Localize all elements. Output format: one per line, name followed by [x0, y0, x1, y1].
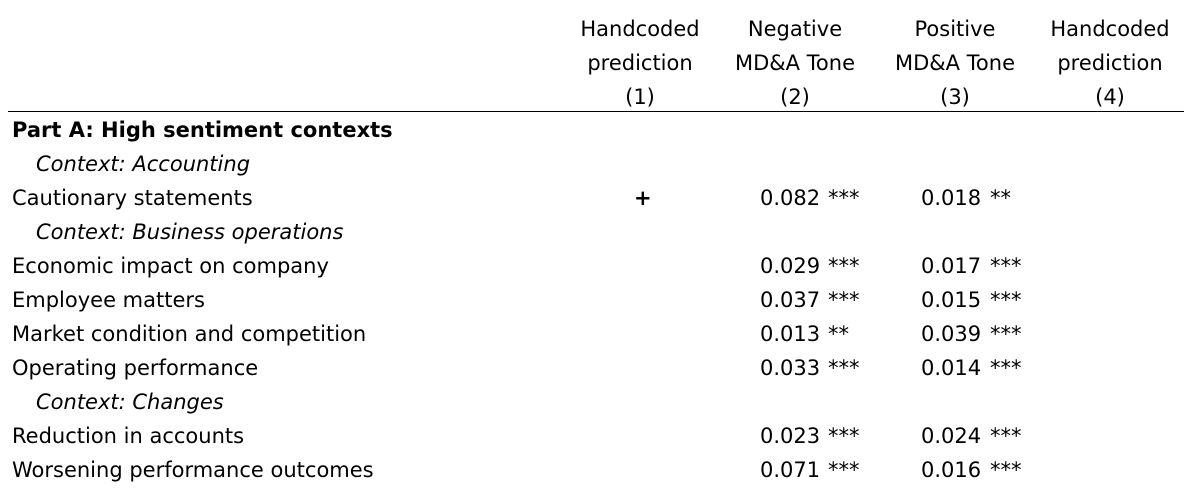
positive-tone-stars: ***: [990, 322, 1022, 346]
column-header-3: Positive MD&A Tone (3): [882, 12, 1028, 114]
negative-tone-stars: ***: [828, 186, 860, 210]
positive-tone-value: 0.015: [921, 288, 982, 312]
positive-tone-stars: **: [990, 186, 1011, 210]
positive-tone-stars: ***: [990, 288, 1022, 312]
row-label: Reduction in accounts: [12, 424, 245, 448]
negative-tone-value: 0.033: [760, 356, 821, 380]
positive-tone-stars: ***: [990, 356, 1022, 380]
negative-tone-stars: ***: [828, 458, 860, 482]
table-row: Market condition and competition 0.013 *…: [0, 317, 1200, 351]
context-label: Context: Accounting: [36, 152, 251, 176]
negative-tone-stars: ***: [828, 424, 860, 448]
column-header-3-line2: MD&A Tone: [894, 51, 1016, 75]
positive-tone-stars: ***: [990, 458, 1022, 482]
table-row: Employee matters 0.037 *** 0.015 ***: [0, 283, 1200, 317]
section-heading-row: Part A: High sentiment contexts: [0, 113, 1200, 147]
positive-tone-value: 0.024: [921, 424, 982, 448]
negative-tone-value: 0.013: [760, 322, 821, 346]
negative-tone-stars: **: [828, 322, 849, 346]
positive-tone-value: 0.039: [921, 322, 982, 346]
negative-tone-stars: ***: [828, 254, 860, 278]
table-row: Cautionary statements + 0.082 *** 0.018 …: [0, 181, 1200, 215]
column-header-1-line1: Handcoded: [580, 17, 700, 41]
column-header-1: Handcoded prediction (1): [570, 12, 710, 114]
table-row: Reduction in accounts 0.023 *** 0.024 **…: [0, 419, 1200, 453]
section-heading: Part A: High sentiment contexts: [12, 118, 393, 142]
table-row: Operating performance 0.033 *** 0.014 **…: [0, 351, 1200, 385]
prediction-sign: +: [634, 186, 652, 210]
negative-tone-stars: ***: [828, 288, 860, 312]
column-header-2: Negative MD&A Tone (2): [722, 12, 868, 114]
positive-tone-stars: ***: [990, 254, 1022, 278]
positive-tone-value: 0.017: [921, 254, 982, 278]
row-label: Operating performance: [12, 356, 259, 380]
context-label: Context: Business operations: [36, 220, 344, 244]
row-label: Market condition and competition: [12, 322, 367, 346]
column-header-3-line1: Positive: [914, 17, 996, 41]
column-header-2-number: (2): [780, 85, 810, 109]
negative-tone-value: 0.082: [760, 186, 821, 210]
column-header-4-line1: Handcoded: [1050, 17, 1170, 41]
positive-tone-value: 0.016: [921, 458, 982, 482]
negative-tone-value: 0.023: [760, 424, 821, 448]
table-row: Economic impact on company 0.029 *** 0.0…: [0, 249, 1200, 283]
row-label: Cautionary statements: [12, 186, 253, 210]
positive-tone-stars: ***: [990, 424, 1022, 448]
table-row: Worsening performance outcomes 0.071 ***…: [0, 453, 1200, 487]
negative-tone-value: 0.029: [760, 254, 821, 278]
negative-tone-value: 0.071: [760, 458, 821, 482]
positive-tone-value: 0.014: [921, 356, 982, 380]
column-header-4: Handcoded prediction (4): [1038, 12, 1182, 114]
context-label: Context: Changes: [36, 390, 224, 414]
column-header-4-number: (4): [1095, 85, 1125, 109]
negative-tone-value: 0.037: [760, 288, 821, 312]
context-row: Context: Changes: [0, 385, 1200, 419]
column-header-2-line2: MD&A Tone: [734, 51, 856, 75]
column-header-2-line1: Negative: [747, 17, 843, 41]
positive-tone-value: 0.018: [921, 186, 982, 210]
row-label: Economic impact on company: [12, 254, 329, 278]
column-header-4-line2: prediction: [1057, 51, 1163, 75]
row-label: Worsening performance outcomes: [12, 458, 374, 482]
column-header-1-number: (1): [625, 85, 655, 109]
context-row: Context: Business operations: [0, 215, 1200, 249]
context-row: Context: Accounting: [0, 147, 1200, 181]
header-divider: [8, 111, 1184, 112]
negative-tone-stars: ***: [828, 356, 860, 380]
row-label: Employee matters: [12, 288, 205, 312]
column-header-3-number: (3): [940, 85, 970, 109]
column-header-1-line2: prediction: [587, 51, 693, 75]
